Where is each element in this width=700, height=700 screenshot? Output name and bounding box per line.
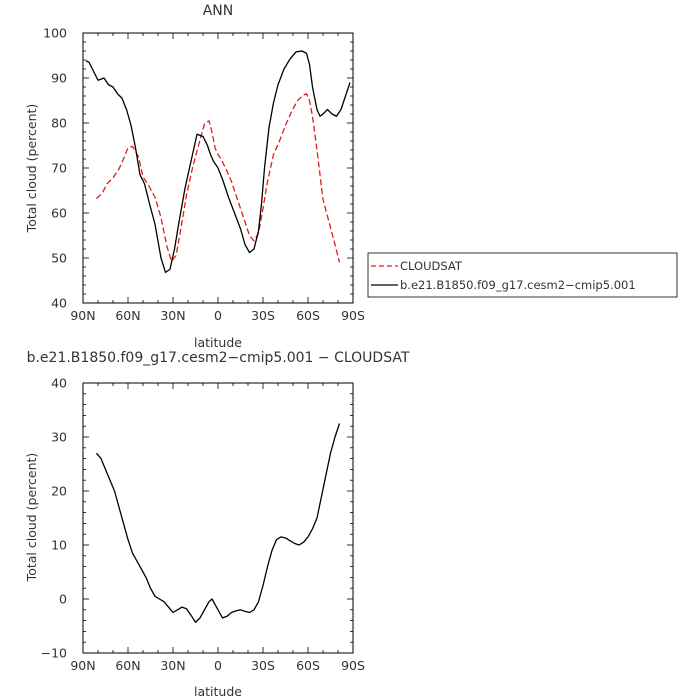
bottom-ytick-label: −10 (41, 646, 67, 661)
bottom-ytick-label: 20 (51, 484, 67, 499)
top-panel-tick-labels: 90N 60N 30N 0 30S 60S 90S 40 50 60 70 80 90 100 (43, 26, 365, 324)
bottom-panel-tick-labels: 90N 60N 30N 0 30S 60S 90S −10 0 10 20 30 40 (41, 376, 365, 674)
top-ytick-label: 90 (51, 71, 67, 86)
top-ytick-label: 40 (51, 296, 67, 311)
bottom-xtick-label: 30S (251, 658, 275, 673)
bottom-xtick-label: 90S (341, 658, 365, 673)
bottom-ytick-label: 10 (51, 538, 67, 553)
legend-label-model: b.e21.B1850.f09_g17.cesm2−cmip5.001 (400, 278, 636, 292)
top-xtick-label: 90S (341, 308, 365, 323)
bottom-xtick-label: 30N (160, 658, 185, 673)
top-ytick-label: 70 (51, 161, 67, 176)
legend-label-cloudsat: CLOUDSAT (400, 259, 463, 273)
top-xtick-label: 90N (70, 308, 95, 323)
top-ytick-label: 50 (51, 251, 67, 266)
bottom-panel-ylabel: Total cloud (percent) (24, 453, 39, 583)
top-series-line-1 (85, 50, 351, 274)
bottom-panel-title: b.e21.B1850.f09_g17.cesm2−cmip5.001 − CL… (27, 350, 410, 366)
top-xtick-label: 0 (214, 308, 222, 323)
top-ytick-label: 80 (51, 116, 67, 131)
bottom-xtick-label: 0 (214, 658, 222, 673)
bottom-ytick-label: 0 (59, 592, 67, 607)
bottom-xtick-label: 60S (296, 658, 320, 673)
top-panel-frame (82, 32, 354, 304)
legend: CLOUDSAT b.e21.B1850.f09_g17.cesm2−cmip5… (367, 252, 678, 298)
top-series-line-0 (96, 93, 341, 263)
top-panel-series (85, 50, 351, 274)
legend-box (367, 252, 678, 298)
bottom-ytick-label: 30 (51, 430, 67, 445)
bottom-panel-series (96, 423, 341, 623)
top-xtick-label: 60N (115, 308, 140, 323)
top-panel-ylabel: Total cloud (percent) (24, 104, 39, 234)
bottom-panel-ticks (82, 382, 354, 654)
top-ytick-label: 60 (51, 206, 67, 221)
top-ytick-label: 100 (43, 26, 67, 41)
top-panel: ANN Total cloud (percent) latitude 90N 60… (24, 3, 365, 350)
bottom-series-line-0 (96, 423, 341, 623)
bottom-xtick-label: 90N (70, 658, 95, 673)
bottom-xtick-label: 60N (115, 658, 140, 673)
top-xtick-label: 30N (160, 308, 185, 323)
bottom-panel: b.e21.B1850.f09_g17.cesm2−cmip5.001 − CL… (24, 350, 410, 699)
top-panel-xlabel: latitude (194, 335, 242, 350)
bottom-ytick-label: 40 (51, 376, 67, 391)
top-panel-title: ANN (203, 3, 234, 19)
bottom-panel-frame (82, 382, 354, 654)
bottom-panel-xlabel: latitude (194, 684, 242, 699)
top-xtick-label: 60S (296, 308, 320, 323)
top-xtick-label: 30S (251, 308, 275, 323)
